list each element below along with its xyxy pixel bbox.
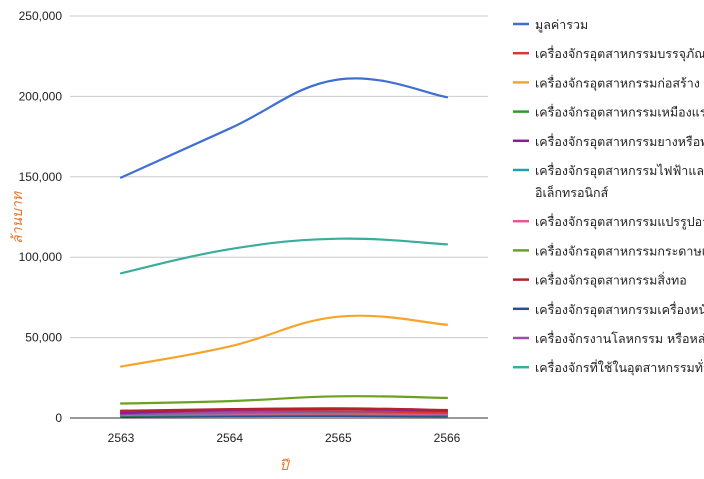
x-tick-label: 2564 [216,431,243,445]
legend-label: เครื่องจักรที่ใช้ในอุตสาหกรรมทั่วไป [535,359,704,376]
x-axis-title: ปี [280,458,291,474]
y-tick-label: 50,000 [25,331,62,345]
x-tick-label: 2563 [108,431,135,445]
legend-label: เครื่องจักรอุตสาหกรรมเครื่องหนัง [535,301,704,318]
y-tick-label: 100,000 [19,250,63,264]
legend-label: มูลค่ารวม [535,17,588,33]
y-axis-title: ล้านบาท [10,190,26,244]
series-line [119,77,449,179]
legend-item: มูลค่ารวม [513,17,588,33]
legend-label: เครื่องจักรอุตสาหกรรมเหมืองแร่ [535,104,704,121]
legend-item: เครื่องจักรที่ใช้ในอุตสาหกรรมทั่วไป [513,359,704,376]
legend-item: เครื่องจักรอุตสาหกรรมบรรจุภัณฑ์ [513,45,704,62]
y-tick-label: 250,000 [19,9,63,23]
legend-item: เครื่องจักรอุตสาหกรรมแปรรูปอาหาร [513,213,704,230]
series-line [119,395,449,405]
x-axis: 2563 2564 2565 2566 [108,431,461,445]
x-tick-label: 2565 [325,431,352,445]
legend-item: เครื่องจักรงานโลหกรรม หรือหล่อโลหะ [513,330,704,346]
legend-label: อิเล็กทรอนิกส์ [535,185,609,200]
series-line [119,237,449,275]
legend-label: เครื่องจักรอุตสาหกรรมก่อสร้าง [535,74,700,91]
legend-label: เครื่องจักรงานโลหกรรม หรือหล่อโลหะ [535,330,704,346]
series-lines [119,77,449,418]
legend-label: เครื่องจักรอุตสาหกรรมสิ่งทอ [535,272,687,289]
legend-item: เครื่องจักรอุตสาหกรรมก่อสร้าง [513,74,700,91]
legend-label: เครื่องจักรอุตสาหกรรมกระดาษและสิ่ง... [535,242,704,259]
y-tick-label: 200,000 [19,89,63,103]
legend-item: เครื่องจักรอุตสาหกรรมไฟฟ้าและอิเล็กทรอนิ… [513,162,704,200]
y-tick-label: 0 [55,411,62,425]
legend-label: เครื่องจักรอุตสาหกรรมบรรจุภัณฑ์ [535,45,704,62]
legend-label: เครื่องจักรอุตสาหกรรมไฟฟ้าและ [535,162,704,179]
gridlines [70,15,488,419]
series-line [119,314,449,368]
legend: มูลค่ารวมเครื่องจักรอุตสาหกรรมบรรจุภัณฑ์… [513,17,704,376]
x-tick-label: 2566 [434,431,461,445]
legend-item: เครื่องจักรอุตสาหกรรมเครื่องหนัง [513,301,704,318]
legend-item: เครื่องจักรอุตสาหกรรมเหมืองแร่ [513,104,704,121]
legend-item: เครื่องจักรอุตสาหกรรมสิ่งทอ [513,272,687,289]
legend-item: เครื่องจักรอุตสาหกรรมยางหรือพลาสติก [513,133,704,150]
y-tick-label: 150,000 [19,170,63,184]
legend-label: เครื่องจักรอุตสาหกรรมยางหรือพลาสติก [535,133,704,150]
legend-label: เครื่องจักรอุตสาหกรรมแปรรูปอาหาร [535,213,704,230]
y-axis: 0 50,000 100,000 150,000 200,000 250,000 [19,9,63,425]
series-line [119,407,449,412]
legend-item: เครื่องจักรอุตสาหกรรมกระดาษและสิ่ง... [513,242,704,259]
